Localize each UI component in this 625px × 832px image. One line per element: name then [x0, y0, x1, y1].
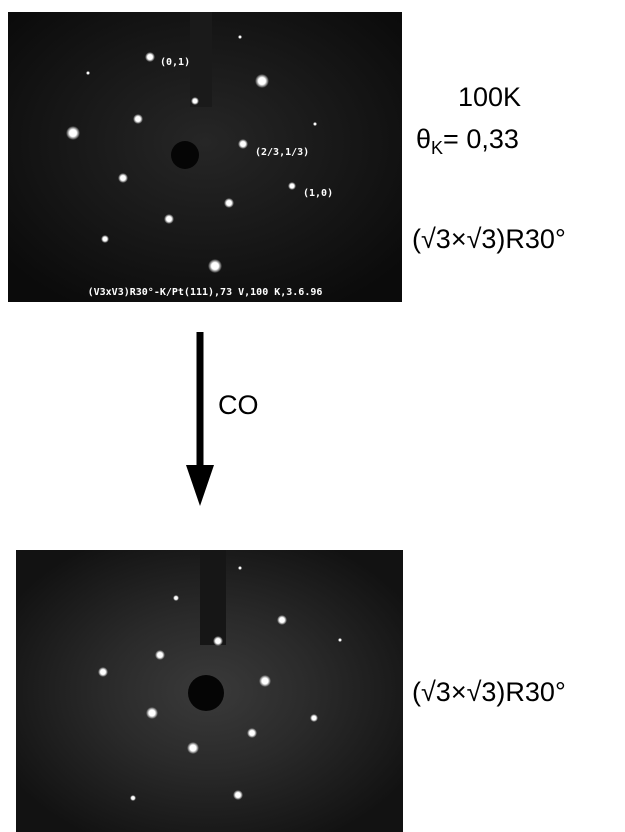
spot-label: (2/3,1/3)	[255, 147, 309, 158]
center-shadow	[188, 675, 224, 711]
coverage-value: = 0,33	[443, 124, 519, 154]
caption: (V3xV3)R30°-K/Pt(111),73 V,100 K,3.6.96	[88, 287, 323, 298]
diffraction-spot	[98, 667, 108, 677]
diffraction-spot	[288, 182, 296, 190]
diffraction-spot	[247, 728, 257, 738]
page: (0,1) (2/3,1/3) (1,0) (V3xV3)R30°-K/Pt(1…	[0, 0, 625, 832]
spot-label: (0,1)	[160, 57, 190, 68]
diffraction-spot	[173, 595, 179, 601]
diffraction-spot	[164, 214, 174, 224]
diffraction-spot	[133, 114, 143, 124]
diffraction-spot	[101, 235, 109, 243]
diffraction-spot	[145, 52, 155, 62]
diffraction-spot	[238, 35, 242, 39]
diffraction-spot	[338, 638, 342, 642]
sample-holder	[190, 12, 212, 107]
diffraction-spot	[224, 198, 234, 208]
diffraction-spot	[259, 675, 271, 687]
arrow-head	[186, 465, 214, 506]
diffraction-spot	[238, 566, 242, 570]
diffraction-spot	[146, 707, 158, 719]
diffraction-spot	[187, 742, 199, 754]
diffraction-spot	[86, 71, 90, 75]
center-shadow	[171, 141, 199, 169]
diffraction-spot	[66, 126, 80, 140]
structure-label: (√3×√3)R30°	[412, 224, 566, 255]
diffraction-spot	[155, 650, 165, 660]
diffraction-spot	[191, 97, 199, 105]
temperature: 100K	[458, 82, 521, 113]
diffraction-spot	[118, 173, 128, 183]
arrow-label: CO	[218, 390, 259, 421]
coverage-subscript: K	[431, 138, 443, 158]
sample-holder	[200, 550, 226, 645]
coverage: θK= 0,33	[416, 124, 519, 159]
diffraction-spot	[233, 790, 243, 800]
diffraction-spot	[310, 714, 318, 722]
coverage-symbol: θ	[416, 124, 431, 154]
diffraction-spot	[208, 259, 222, 273]
diffraction-spot	[313, 122, 317, 126]
diffraction-spot	[238, 139, 248, 149]
diffraction-spot	[213, 636, 223, 646]
structure-label: (√3×√3)R30°	[412, 677, 566, 708]
diffraction-spot	[277, 615, 287, 625]
diffraction-spot	[130, 795, 136, 801]
diffraction-spot	[255, 74, 269, 88]
spot-label: (1,0)	[303, 188, 333, 199]
